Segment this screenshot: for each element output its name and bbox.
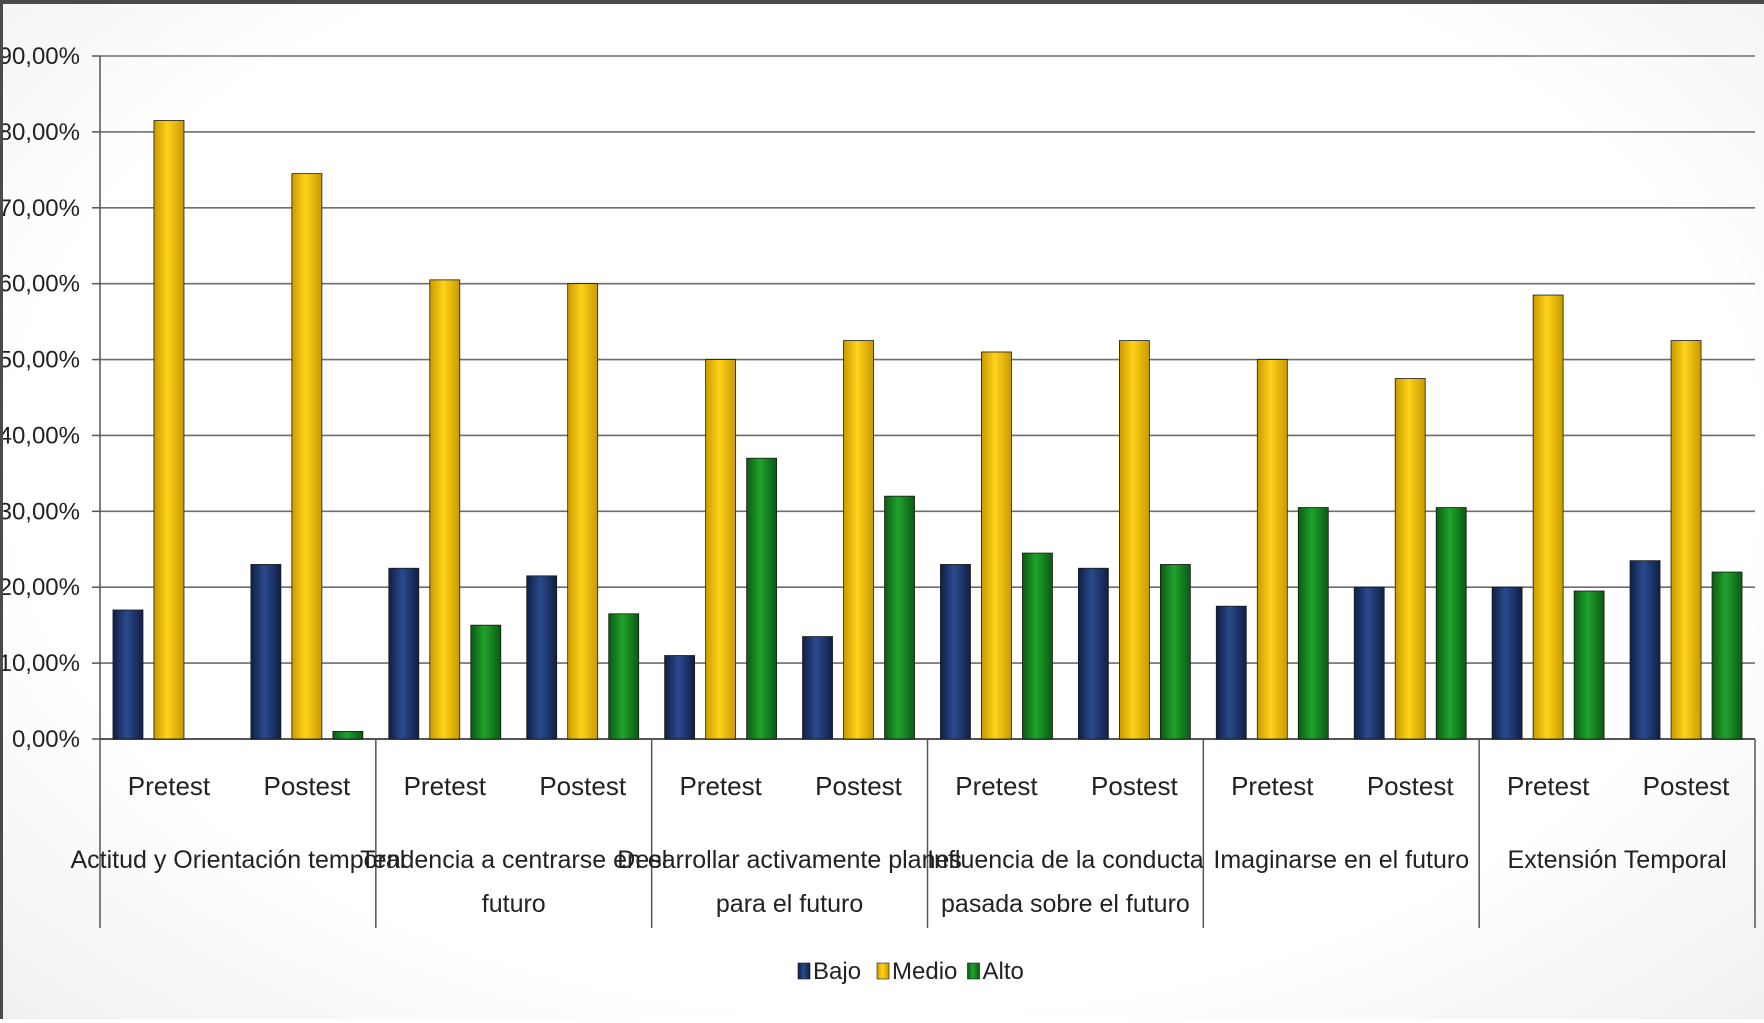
bar-bajo: [250, 564, 282, 740]
bar-alto: [1711, 571, 1743, 740]
bar-alto: [332, 731, 364, 740]
group-label: futuro: [482, 890, 546, 918]
y-tick-label: 90,00%: [3, 43, 80, 70]
bar-bajo: [388, 567, 420, 740]
bar-alto: [884, 495, 915, 740]
bar-medio: [291, 173, 323, 740]
x-tick-label: Pretest: [1507, 771, 1590, 801]
x-tick-label: Pretest: [679, 771, 762, 801]
bar-alto: [1297, 507, 1329, 740]
group-label: Desarrollar activamente planes: [617, 846, 962, 874]
legend-label-medio: Medio: [892, 958, 957, 985]
bar-alto: [470, 624, 502, 740]
bar-medio: [705, 359, 737, 740]
bar-alto: [1435, 507, 1467, 740]
x-tick-label: Pretest: [1231, 771, 1314, 801]
bar-medio: [1256, 359, 1288, 740]
y-tick-label: 0,00%: [12, 726, 80, 753]
x-axis: Pretest Postest Pretest Postest Pretest Poste…: [70, 739, 1756, 928]
y-tick-label: 20,00%: [3, 574, 80, 601]
bar-alto: [608, 613, 640, 740]
legend-swatch-alto: [967, 962, 980, 980]
gridlines: [100, 55, 1755, 740]
group-label: pasada sobre el futuro: [941, 890, 1190, 918]
bar-alto: [1022, 552, 1053, 740]
bar-alto: [1159, 564, 1191, 740]
bar-medio: [567, 283, 599, 740]
bar-medio: [1670, 340, 1702, 740]
bar-bajo: [802, 636, 833, 740]
y-tick-label: 10,00%: [3, 650, 80, 677]
x-tick-label: Postest: [1367, 771, 1454, 801]
y-tick-label: 60,00%: [3, 271, 80, 298]
bar-bajo: [664, 655, 696, 740]
legend-swatch-medio: [876, 962, 890, 980]
y-tick-label: 50,00%: [3, 347, 80, 374]
bar-bajo: [1077, 567, 1109, 740]
legend-label-bajo: Bajo: [813, 958, 861, 985]
x-tick-label: Pretest: [404, 771, 487, 801]
legend: Bajo Medio Alto: [797, 958, 1024, 985]
x-tick-label: Postest: [264, 771, 351, 801]
chart-plot: 0,00% 10,00% 20,00% 30,00% 40,00% 50,00% 60,00…: [3, 43, 1756, 985]
y-tick-label: 30,00%: [3, 498, 80, 525]
bar-bajo: [1491, 586, 1523, 740]
bars: [112, 120, 1743, 740]
bar-medio: [981, 351, 1012, 740]
x-tick-label: Postest: [1091, 771, 1178, 801]
x-tick-label: Postest: [815, 771, 902, 801]
bar-medio: [843, 340, 874, 740]
bar-alto: [1573, 590, 1605, 740]
bar-bajo: [112, 609, 144, 740]
x-tick-label: Pretest: [128, 771, 211, 801]
bar-bajo: [1215, 605, 1247, 740]
y-axis: 0,00% 10,00% 20,00% 30,00% 40,00% 50,00% 60,00…: [3, 43, 101, 753]
x-tick-label: Postest: [539, 771, 626, 801]
bar-medio: [1394, 378, 1426, 740]
bar-medio: [1532, 294, 1564, 740]
group-label: Influencia de la conducta: [927, 846, 1204, 874]
bar-bajo: [1353, 586, 1385, 740]
bar-medio: [153, 120, 185, 740]
group-label: Actitud y Orientación temporal: [70, 846, 405, 874]
legend-swatch-bajo: [797, 962, 811, 980]
group-label: para el futuro: [716, 890, 863, 918]
x-tick-label: Postest: [1643, 771, 1730, 801]
group-label: Imaginarse en el futuro: [1213, 846, 1469, 874]
bar-bajo: [940, 564, 971, 740]
group-label: Extensión Temporal: [1508, 846, 1727, 874]
y-tick-label: 80,00%: [3, 119, 80, 146]
bar-medio: [429, 279, 461, 740]
bar-bajo: [526, 575, 558, 740]
legend-label-alto: Alto: [983, 958, 1024, 985]
x-tick-label: Pretest: [955, 771, 1038, 801]
bar-bajo: [1629, 560, 1661, 740]
bar-alto: [746, 457, 778, 740]
bar-medio: [1118, 340, 1150, 740]
group-label: Tendencia a centrarse en el: [360, 846, 667, 874]
y-tick-label: 70,00%: [3, 195, 80, 222]
y-tick-label: 40,00%: [3, 422, 80, 449]
